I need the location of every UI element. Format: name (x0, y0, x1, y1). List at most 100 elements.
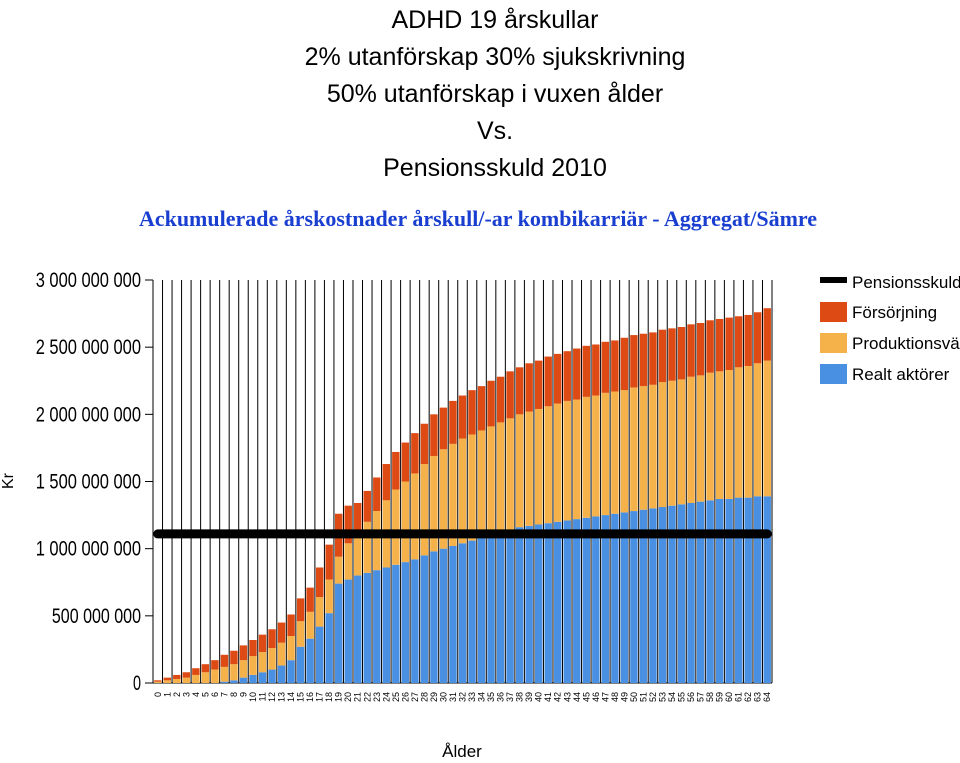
bar-produktionsv-rde-35 (487, 426, 495, 536)
x-tick-label: 53 (657, 692, 667, 702)
bar-f-rs-rjning-9 (239, 645, 248, 661)
bar-realt-akt-rer-23 (373, 570, 381, 683)
x-tick-label: 59 (715, 692, 725, 702)
x-tick-label: 26 (400, 692, 410, 702)
bar-produktionsv-rde-6 (211, 669, 219, 683)
x-tick-label: 43 (562, 692, 572, 702)
bar-produktionsv-rde-48 (611, 391, 619, 514)
legend-label-realt-akt-rer: Realt aktörer (852, 365, 950, 384)
bar-realt-akt-rer-44 (573, 519, 581, 683)
bar-f-rs-rjning-24 (382, 464, 391, 501)
title-line-4: Vs. (476, 117, 514, 145)
bar-f-rs-rjning-50 (630, 335, 638, 388)
x-tick-label: 23 (372, 692, 382, 702)
bars (154, 308, 771, 683)
bar-f-rs-rjning-0 (154, 680, 162, 682)
x-tick-label: 0 (153, 692, 163, 697)
bar-produktionsv-rde-14 (287, 635, 295, 661)
x-tick-label: 31 (448, 692, 458, 702)
bar-f-rs-rjning-40 (534, 360, 543, 409)
x-tick-label: 7 (219, 692, 229, 697)
bar-f-rs-rjning-31 (449, 400, 457, 444)
bar-produktionsv-rde-58 (706, 372, 714, 501)
bar-realt-akt-rer-64 (763, 496, 771, 683)
bar-produktionsv-rde-46 (592, 395, 600, 517)
x-tick-label: 17 (315, 692, 325, 702)
bar-f-rs-rjning-53 (658, 329, 667, 383)
x-tick-label: 63 (753, 692, 763, 702)
bar-f-rs-rjning-62 (744, 314, 752, 366)
bar-f-rs-rjning-58 (706, 320, 714, 373)
bar-f-rs-rjning-15 (296, 598, 305, 622)
x-tick-label: 49 (619, 692, 629, 702)
y-tick-label: 0 (133, 672, 141, 695)
x-tick-label: 48 (610, 692, 620, 702)
bar-f-rs-rjning-32 (458, 395, 467, 439)
bar-produktionsv-rde-47 (601, 392, 610, 516)
bar-f-rs-rjning-46 (592, 344, 600, 396)
x-tick-label: 3 (181, 692, 191, 697)
bar-produktionsv-rde-52 (649, 384, 657, 509)
bar-f-rs-rjning-11 (258, 634, 267, 653)
bar-produktionsv-rde-64 (763, 360, 771, 497)
x-tick-label: 37 (505, 692, 515, 702)
bar-produktionsv-rde-45 (582, 396, 591, 518)
bar-realt-akt-rer-60 (725, 498, 733, 683)
bar-produktionsv-rde-59 (715, 371, 724, 499)
bar-produktionsv-rde-63 (754, 363, 762, 497)
x-tick-label: 18 (324, 692, 334, 702)
x-tick-label: 16 (305, 692, 315, 702)
bar-f-rs-rjning-30 (439, 407, 448, 450)
legend-swatch-realt-akt-rer (820, 364, 847, 384)
x-tick-label: 62 (743, 692, 753, 702)
x-tick-label: 10 (248, 692, 258, 702)
x-tick-label: 47 (600, 692, 610, 702)
bar-f-rs-rjning-18 (325, 544, 333, 580)
x-tick-label: 57 (696, 692, 706, 702)
bar-realt-akt-rer-63 (754, 496, 762, 683)
x-tick-label: 1 (162, 692, 172, 697)
bar-produktionsv-rde-16 (306, 611, 314, 639)
x-tick-label: 64 (762, 692, 772, 702)
bar-f-rs-rjning-56 (687, 324, 695, 377)
bar-realt-akt-rer-28 (420, 555, 429, 683)
bar-produktionsv-rde-22 (363, 521, 371, 573)
bar-f-rs-rjning-20 (344, 505, 352, 544)
bar-produktionsv-rde-61 (734, 367, 743, 498)
bar-realt-akt-rer-19 (334, 583, 343, 683)
x-tick-label: 14 (286, 692, 296, 702)
bar-f-rs-rjning-47 (601, 341, 610, 393)
x-tick-label: 27 (410, 692, 420, 702)
bar-f-rs-rjning-55 (677, 327, 686, 380)
vertical-gridlines (152, 280, 773, 684)
bar-produktionsv-rde-8 (230, 664, 238, 681)
bar-f-rs-rjning-27 (411, 433, 419, 474)
bar-produktionsv-rde-19 (334, 556, 343, 584)
bar-realt-akt-rer-45 (582, 517, 591, 683)
x-tick-label: 39 (524, 692, 534, 702)
bar-realt-akt-rer-49 (620, 512, 629, 683)
bar-produktionsv-rde-62 (744, 365, 752, 498)
x-tick-label: 46 (591, 692, 601, 702)
x-tick-label: 6 (210, 692, 220, 697)
bar-realt-akt-rer-10 (249, 674, 257, 683)
x-tick-label: 60 (724, 692, 734, 702)
legend-label-produktionsv-rde: Produktionsvärde (852, 334, 960, 353)
x-axis-label: Ålder (442, 742, 482, 761)
bar-produktionsv-rde-11 (258, 652, 267, 673)
bar-f-rs-rjning-10 (249, 640, 257, 657)
bar-produktionsv-rde-18 (325, 579, 333, 614)
bar-f-rs-rjning-22 (363, 490, 371, 522)
x-tick-label: 22 (362, 692, 372, 702)
bar-f-rs-rjning-17 (315, 567, 324, 598)
bar-f-rs-rjning-36 (496, 376, 505, 423)
title-line-5: Pensionsskuld 2010 (383, 154, 607, 182)
bar-realt-akt-rer-27 (411, 559, 419, 683)
bar-produktionsv-rde-23 (373, 511, 381, 571)
x-tick-label: 20 (343, 692, 353, 702)
x-tick-label: 58 (705, 692, 715, 702)
legend-swatch-f-rs-rjning (820, 302, 847, 322)
bar-produktionsv-rde-4 (192, 674, 200, 683)
bar-f-rs-rjning-13 (277, 622, 286, 643)
bar-f-rs-rjning-16 (306, 587, 314, 612)
